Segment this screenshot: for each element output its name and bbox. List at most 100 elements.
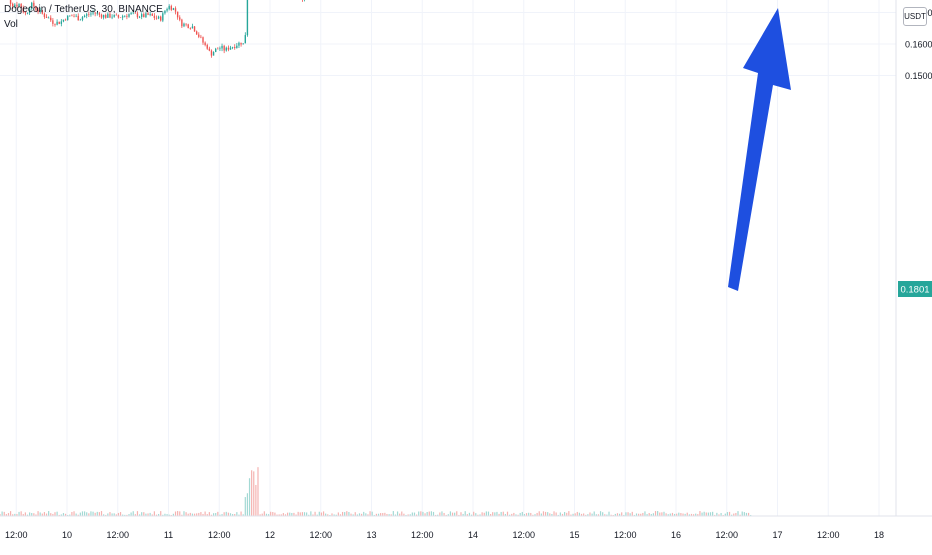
volume-bar bbox=[227, 512, 229, 516]
volume-bar bbox=[5, 514, 7, 516]
volume-bar bbox=[52, 513, 54, 516]
candle-body bbox=[14, 4, 16, 7]
candle-body bbox=[147, 13, 149, 15]
volume-bar bbox=[657, 511, 659, 516]
volume-bar bbox=[418, 511, 420, 516]
symbol-title[interactable]: Dogecoin / TetherUS, 30, BINANCE bbox=[4, 4, 163, 15]
candlesticks bbox=[9, 0, 305, 58]
volume-bar bbox=[561, 513, 564, 516]
volume-bar bbox=[299, 512, 301, 516]
volume-bar bbox=[236, 512, 238, 516]
volume-bar bbox=[625, 512, 627, 516]
volume-bar bbox=[337, 512, 339, 516]
volume-bar bbox=[253, 471, 255, 516]
candle-body bbox=[244, 35, 247, 44]
volume-bar bbox=[688, 514, 690, 516]
candle-body bbox=[208, 48, 211, 51]
volume-bar bbox=[568, 511, 570, 516]
volume-bar bbox=[136, 511, 139, 516]
volume-bar bbox=[29, 512, 31, 516]
volume-bar bbox=[73, 511, 75, 516]
volume-bar bbox=[413, 512, 416, 516]
time-axis[interactable]: 12:00 10 12:00 11 12:00 12 12:00 13 12:00 14 12:00… bbox=[5, 530, 884, 540]
volume-bar bbox=[684, 513, 686, 516]
candle-body bbox=[52, 20, 54, 24]
volume-bar bbox=[0, 514, 1, 516]
volume-bar bbox=[451, 512, 454, 516]
volume-bar bbox=[479, 514, 481, 516]
volume-bar bbox=[107, 513, 109, 516]
candle-body bbox=[102, 15, 105, 18]
volume-bar bbox=[511, 513, 513, 516]
candle-body bbox=[145, 13, 147, 18]
volume-bar bbox=[119, 512, 122, 516]
volume-bar bbox=[255, 484, 257, 516]
volume-bar bbox=[566, 512, 568, 516]
currency-button[interactable]: USDT bbox=[903, 7, 927, 26]
volume-bar bbox=[16, 514, 18, 516]
volume-bar bbox=[726, 512, 729, 516]
volume-bar bbox=[329, 514, 331, 516]
volume-bar bbox=[20, 511, 22, 516]
time-tick-label: 10 bbox=[62, 530, 72, 540]
volume-bar bbox=[196, 513, 198, 516]
volume-bar bbox=[310, 511, 312, 516]
volume-bar bbox=[401, 511, 403, 516]
volume-bar bbox=[45, 513, 48, 516]
volume-bar bbox=[244, 497, 246, 516]
candle-body bbox=[41, 10, 44, 14]
volume-indicator-label[interactable]: Vol bbox=[4, 19, 18, 30]
volume-bar bbox=[280, 514, 282, 516]
volume-bar bbox=[291, 512, 293, 516]
candle-body bbox=[187, 24, 189, 29]
upward-arrow-annotation[interactable] bbox=[728, 8, 791, 291]
volume-bar bbox=[143, 512, 145, 516]
volume-bar bbox=[12, 514, 14, 516]
candle-body bbox=[176, 11, 179, 18]
candle-body bbox=[77, 15, 79, 21]
volume-bar bbox=[149, 512, 151, 516]
volume-bar bbox=[229, 513, 232, 516]
candle-body bbox=[64, 19, 67, 21]
volume-bar bbox=[515, 514, 517, 516]
volume-bar bbox=[350, 513, 352, 516]
time-tick-label: 12:00 bbox=[817, 530, 840, 540]
volume-bar bbox=[14, 513, 16, 516]
volume-bar bbox=[103, 514, 105, 516]
volume-bar bbox=[549, 513, 551, 516]
volume-bar bbox=[551, 514, 553, 516]
candle-body bbox=[43, 13, 46, 17]
candle-body bbox=[157, 16, 160, 19]
candle-body bbox=[168, 6, 170, 10]
candle-body bbox=[124, 15, 126, 17]
volume-bar bbox=[361, 513, 363, 516]
volume-bar bbox=[610, 514, 612, 516]
volume-bar bbox=[189, 512, 191, 516]
volume-bar bbox=[276, 514, 278, 516]
volume-bar bbox=[109, 512, 111, 516]
volume-bar bbox=[113, 513, 115, 516]
volume-bar bbox=[83, 511, 86, 516]
candle-body bbox=[45, 16, 48, 19]
volume-bar bbox=[439, 512, 441, 516]
last-price-label: 0.1801 bbox=[900, 285, 929, 296]
volume-bar bbox=[90, 511, 92, 516]
volume-bar bbox=[1, 511, 3, 516]
volume-bar bbox=[454, 512, 456, 516]
time-tick-label: 13 bbox=[366, 530, 376, 540]
candle-body bbox=[130, 13, 132, 15]
volume-bar bbox=[54, 512, 56, 516]
candle-body bbox=[11, 3, 14, 7]
volume-bar bbox=[141, 512, 143, 516]
volume-bar bbox=[138, 514, 141, 516]
candle-body bbox=[195, 31, 198, 35]
candle-body bbox=[81, 17, 84, 20]
volume-bar bbox=[458, 514, 460, 516]
volume-bar bbox=[652, 513, 655, 516]
volume-bar bbox=[248, 478, 251, 516]
time-tick-label: 12:00 bbox=[715, 530, 738, 540]
volume-bar bbox=[614, 513, 616, 516]
candle-body bbox=[212, 52, 215, 56]
candle-body bbox=[71, 15, 73, 17]
